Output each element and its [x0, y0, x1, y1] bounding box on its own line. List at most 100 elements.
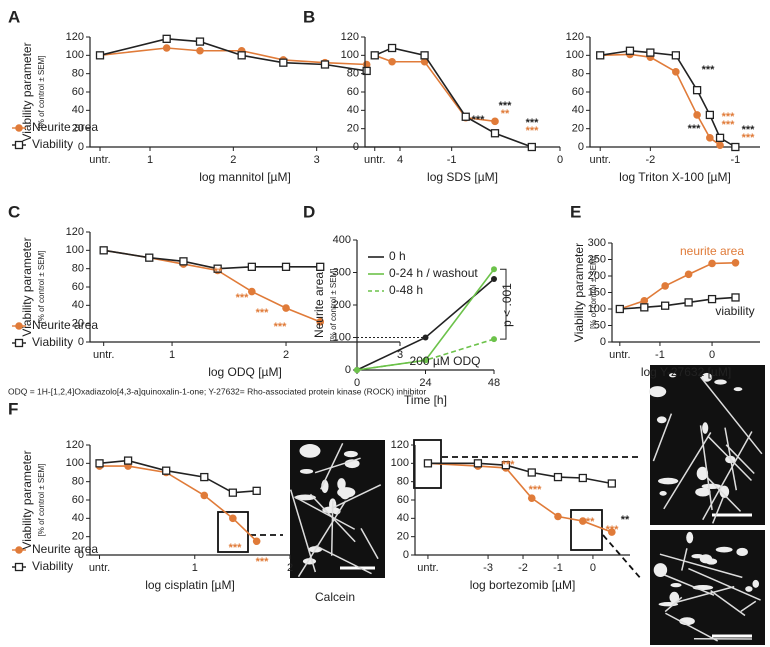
y-axis-unit: [% of control ± SEM] [329, 269, 338, 342]
marker [15, 124, 23, 132]
marker [370, 51, 379, 60]
neurite [659, 553, 743, 579]
callout-arrow [602, 534, 643, 581]
marker [731, 259, 740, 267]
x-tick-label: untr. [609, 349, 630, 361]
neurite [309, 493, 356, 543]
annotation: *** [256, 556, 270, 568]
y-tick-label: 60 [72, 281, 84, 293]
y-tick-label: 60 [397, 494, 409, 506]
marker [14, 338, 24, 348]
marker [707, 294, 717, 304]
y-tick-label: 100 [333, 331, 351, 343]
neurite [707, 435, 753, 482]
y-tick-label: 60 [347, 86, 359, 98]
x-tick-label: 2 [230, 154, 236, 166]
y-tick-label: 120 [66, 226, 84, 238]
micrograph [650, 365, 765, 525]
marker [672, 68, 680, 76]
marker [501, 461, 511, 470]
marker [554, 512, 562, 521]
marker [200, 491, 209, 500]
y-tick-label: 80 [397, 476, 409, 488]
neurite [652, 413, 673, 462]
marker [671, 51, 680, 60]
cell [656, 416, 667, 424]
marker [247, 262, 256, 271]
x-tick-label: 1 [192, 562, 198, 574]
x-axis-label: log Y-27632 [µM] [641, 365, 731, 379]
y-axis-unit: [% of control ± SEM] [37, 251, 46, 324]
y-tick-label: 120 [391, 439, 409, 451]
marker [15, 546, 23, 554]
cell [719, 485, 730, 498]
marker [196, 46, 204, 55]
annotation: *** [742, 124, 756, 136]
marker [362, 66, 371, 76]
marker [15, 322, 23, 330]
marker [640, 296, 649, 305]
y-tick-label: 80 [72, 263, 84, 275]
marker [715, 133, 725, 142]
marker [607, 479, 616, 488]
x-tick-label: -1 [553, 562, 563, 574]
x-tick-label: 2 [287, 562, 293, 574]
x-tick-label: 0 [709, 349, 715, 361]
legend-label: Neurite area [32, 542, 98, 556]
marker [95, 51, 105, 60]
y-axis-label: Viability parameter [572, 243, 586, 342]
marker [491, 336, 497, 343]
x-tick-label: 48 [488, 377, 500, 389]
y-axis-unit: [% of control ± SEM] [37, 56, 46, 129]
neurite [700, 376, 763, 455]
x-tick-label: 1 [147, 154, 153, 166]
cell [702, 422, 709, 434]
x-tick-label: untr. [93, 349, 114, 361]
neurite [740, 600, 757, 613]
y-tick-label: 120 [341, 31, 359, 43]
marker [281, 262, 291, 271]
y-tick-label: 100 [66, 244, 84, 256]
marker [646, 48, 655, 57]
marker [229, 514, 237, 523]
marker [461, 112, 470, 121]
x-axis-label: log bortezomib [µM] [470, 578, 576, 592]
marker [661, 282, 669, 290]
marker [578, 473, 587, 483]
x-tick-label: 2 [283, 349, 289, 361]
x-axis-label: log ODQ [µM] [208, 365, 282, 379]
annotation: *** [526, 125, 540, 137]
y-tick-label: 100 [391, 457, 409, 469]
marker [731, 293, 740, 302]
y-tick-label: 100 [66, 49, 84, 61]
marker [527, 494, 536, 502]
cell [752, 579, 760, 588]
marker [320, 60, 330, 69]
neurite [699, 425, 713, 511]
y-tick-label: 0 [353, 141, 359, 153]
legend-label: Viability [32, 559, 73, 573]
y-tick-label: 0 [78, 336, 84, 348]
neurite [688, 567, 761, 601]
marker [252, 486, 261, 495]
y-tick-label: 40 [72, 512, 84, 524]
y-tick-label: 20 [72, 123, 84, 135]
y-tick-label: 80 [72, 68, 84, 80]
marker [527, 142, 536, 152]
neurite [725, 444, 755, 474]
panel-letter: E [570, 202, 581, 221]
y-tick-label: 100 [66, 457, 84, 469]
y-tick-label: 300 [333, 266, 351, 278]
marker [282, 304, 290, 312]
neurite [330, 500, 334, 556]
cell [714, 379, 727, 385]
marker [661, 301, 670, 310]
marker [527, 468, 536, 477]
x-axis-label: log mannitol [µM] [199, 170, 291, 184]
significance-bracket [500, 268, 507, 340]
x-tick-label: -2 [518, 562, 528, 574]
x-tick-label: 3 [397, 349, 403, 361]
cell [670, 583, 682, 588]
x-tick-label: -1 [655, 349, 665, 361]
cell [686, 531, 694, 544]
